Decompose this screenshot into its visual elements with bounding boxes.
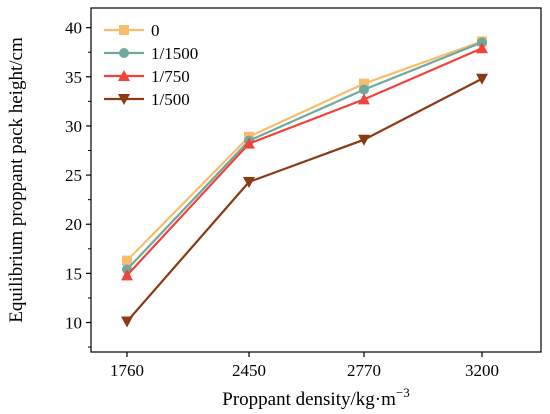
data-point: [121, 316, 133, 328]
legend-swatch-marker: [119, 48, 129, 58]
legend-label: 1/1500: [151, 44, 198, 63]
plot-area: [90, 7, 542, 353]
x-axis-title-superscript: −3: [396, 385, 410, 400]
legend: 0 1/1500 1/750 1/500: [104, 21, 198, 109]
data-point: [359, 84, 369, 95]
legend-item: 0: [104, 21, 160, 40]
legend-item: 1/750: [104, 67, 190, 86]
legend-item: 1/1500: [104, 44, 198, 63]
data-point: [358, 134, 370, 146]
series-line: [126, 40, 483, 262]
y-tick-label: 40: [65, 19, 82, 38]
x-axis-title-text: Proppant density/kg·m: [222, 389, 396, 410]
legend-swatch-marker: [119, 25, 129, 35]
legend-label: 1/750: [151, 67, 190, 86]
data-point: [121, 269, 133, 281]
data-point: [358, 93, 370, 105]
legend-swatch-marker: [118, 94, 130, 105]
x-tick-label: 1760: [110, 361, 144, 380]
series-line: [126, 47, 483, 277]
x-tick-label: 3200: [465, 361, 499, 380]
data-point: [122, 255, 132, 266]
data-point: [476, 73, 488, 85]
data-point: [243, 137, 255, 149]
y-tick-label: 30: [65, 117, 82, 136]
series-layer: [121, 36, 488, 328]
y-tick-label: 35: [65, 68, 82, 87]
y-tick-label: 20: [65, 215, 82, 234]
legend-label: 1/500: [151, 90, 190, 109]
x-axis-title: Proppant density/kg·m−3: [222, 385, 409, 410]
series-line: [126, 77, 483, 323]
series-1-500: [121, 73, 488, 328]
series-1-750: [121, 42, 488, 281]
data-point: [359, 78, 369, 89]
plot-frame: [90, 7, 542, 353]
legend-swatch-marker: [118, 70, 130, 81]
data-point: [476, 42, 488, 54]
legend-label: 0: [151, 21, 160, 40]
data-point: [243, 176, 255, 188]
y-axis-title: Equilibrium proppant pack height/cm: [6, 37, 27, 323]
series-line: [126, 41, 483, 271]
x-tick-label: 2770: [347, 361, 381, 380]
y-tick-label: 15: [65, 264, 82, 283]
legend-item: 1/500: [104, 90, 190, 109]
y-axis: 10 15 20 25 30 35 40: [65, 19, 91, 348]
x-tick-label: 2450: [232, 361, 266, 380]
y-tick-label: 10: [65, 314, 82, 333]
y-tick-label: 25: [65, 166, 82, 185]
x-axis: 1760 2450 2770 3200: [110, 352, 499, 380]
